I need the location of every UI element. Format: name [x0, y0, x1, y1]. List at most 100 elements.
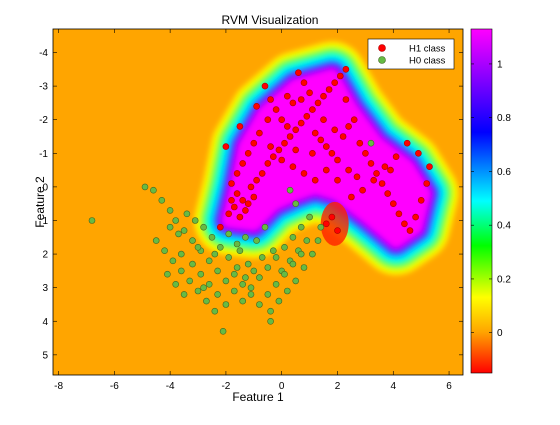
data-point-h1: [334, 176, 341, 184]
legend: H1 class H0 class: [367, 38, 455, 70]
y-tick-label: 2: [42, 250, 48, 261]
heatmap-blob: [194, 42, 458, 275]
data-point-h1: [292, 126, 300, 134]
data-point-h0: [152, 237, 160, 244]
y-tick-label: -2: [39, 115, 48, 126]
data-point-h1: [281, 139, 288, 147]
data-point-h1: [342, 66, 350, 73]
data-point-h1: [317, 136, 325, 144]
data-point-h1: [250, 139, 258, 147]
data-point-h0: [297, 223, 305, 231]
data-point-h1: [373, 170, 380, 177]
data-point-h0: [191, 217, 199, 224]
data-point-h1: [303, 113, 311, 120]
data-point-h1: [403, 139, 411, 147]
data-point-h1: [423, 180, 431, 187]
y-tick-label: 1: [42, 216, 48, 227]
data-point-h1: [348, 193, 355, 201]
data-point-h0: [231, 287, 238, 295]
data-point-h1: [242, 207, 249, 214]
data-point-h1: [345, 166, 352, 174]
x-tick-label: -2: [221, 381, 230, 392]
y-tick-label: 0: [42, 182, 48, 193]
data-point-h0: [203, 297, 210, 305]
x-tick-label: -8: [54, 381, 63, 392]
x-tick-label: 0: [279, 381, 285, 392]
data-point-h0: [166, 223, 174, 231]
data-point-h0: [253, 237, 260, 244]
data-point-h0: [292, 277, 300, 285]
data-point-h0: [289, 260, 297, 268]
data-point-h1: [244, 150, 252, 157]
x-tick-label: 6: [446, 381, 452, 392]
data-point-h1: [415, 150, 422, 157]
data-point-h1: [217, 223, 224, 231]
data-point-h1: [253, 176, 260, 184]
data-point-h1: [320, 92, 327, 100]
data-point-h0: [194, 287, 202, 295]
heatmap-ring-7: [221, 69, 431, 248]
data-point-h0: [88, 217, 96, 224]
data-point-h0: [169, 257, 177, 265]
data-point-h0: [297, 250, 305, 258]
data-point-h1: [228, 197, 235, 204]
data-point-h0: [222, 301, 230, 308]
x-tick-label: 2: [335, 381, 341, 392]
data-point-h1: [417, 197, 425, 204]
data-point-h1: [289, 163, 297, 170]
data-point-h1: [283, 123, 291, 130]
data-point-h1: [328, 150, 336, 157]
data-point-h1: [247, 183, 255, 191]
data-point-h1: [309, 150, 316, 157]
data-point-h1: [306, 89, 313, 97]
data-point-h1: [278, 156, 286, 164]
data-point-h0: [269, 247, 277, 254]
data-point-h0: [242, 274, 249, 281]
data-point-h1: [353, 173, 361, 181]
data-point-h0: [197, 270, 205, 278]
data-point-h0: [281, 244, 288, 251]
data-point-h1: [331, 126, 339, 134]
data-point-h1: [264, 160, 272, 167]
data-point-h0: [244, 260, 252, 268]
data-point-h0: [272, 254, 280, 261]
y-tick-label: 4: [42, 317, 48, 328]
data-point-h0: [236, 247, 244, 254]
data-point-h0: [200, 223, 207, 231]
data-point-h0: [225, 254, 232, 261]
data-point-h1: [269, 153, 277, 160]
data-point-h1: [322, 143, 330, 150]
data-point-h0: [309, 250, 316, 258]
data-point-h1: [239, 160, 246, 167]
data-point-h1: [267, 143, 274, 150]
colorbar-tick-label: 0.8: [497, 113, 511, 124]
data-point-h1: [320, 116, 327, 123]
heatmap-low-region: [320, 201, 349, 246]
data-point-h1: [359, 186, 366, 194]
data-point-h1: [289, 99, 297, 107]
data-point-h1: [222, 143, 230, 150]
data-point-h1: [239, 197, 246, 204]
data-point-h0: [161, 247, 168, 254]
data-point-h0: [239, 297, 246, 305]
data-point-h1: [325, 86, 333, 93]
data-point-h0: [267, 307, 274, 315]
colorbar-ticks: 0 0.2 0.4 0.6 0.8 1: [471, 59, 511, 339]
x-axis-label: Feature 1: [232, 390, 284, 404]
data-point-h1: [311, 176, 319, 184]
legend-marker-h1: [378, 44, 386, 52]
data-point-h0: [314, 237, 322, 244]
data-point-h0: [256, 274, 263, 281]
data-point-h1: [300, 79, 308, 86]
data-point-h0: [222, 277, 230, 285]
data-point-h0: [233, 240, 241, 248]
data-point-h0: [367, 139, 375, 147]
data-point-h1: [228, 180, 235, 187]
data-point-h0: [172, 217, 179, 224]
data-point-h1: [286, 133, 294, 140]
data-point-h1: [345, 123, 352, 130]
data-point-h1: [244, 200, 252, 207]
data-point-h1: [362, 150, 369, 157]
decision-heatmap: [53, 29, 463, 375]
